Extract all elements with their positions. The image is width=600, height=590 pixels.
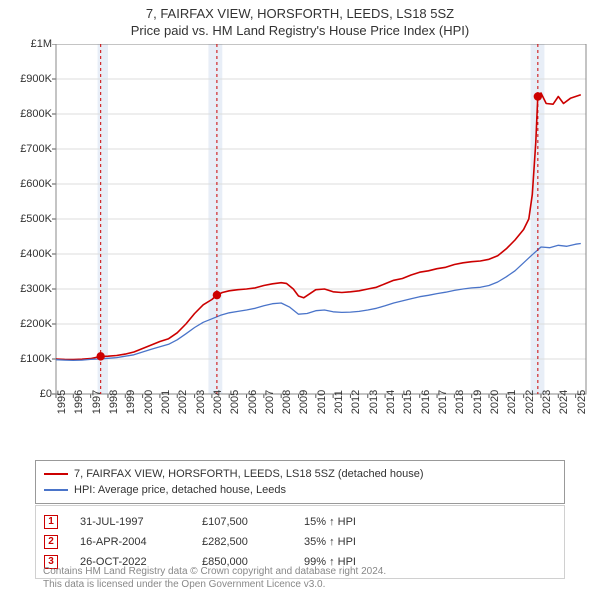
legend-label: HPI: Average price, detached house, Leed… (74, 482, 286, 498)
x-tick-label: 2025 (576, 390, 588, 414)
chart-area: 123 £0£100K£200K£300K£400K£500K£600K£700… (0, 44, 600, 450)
legend-item: 7, FAIRFAX VIEW, HORSFORTH, LEEDS, LS18 … (44, 466, 556, 482)
legend-box: 7, FAIRFAX VIEW, HORSFORTH, LEEDS, LS18 … (35, 460, 565, 504)
sale-marker-icon: 1 (44, 515, 58, 529)
legend-swatch (44, 473, 68, 475)
x-tick-label: 2015 (402, 390, 414, 414)
y-tick-label: £0 (40, 388, 52, 400)
x-tick-label: 1999 (125, 390, 137, 414)
sale-price: £107,500 (202, 512, 282, 532)
x-tick-label: 2017 (437, 390, 449, 414)
x-tick-label: 2024 (558, 390, 570, 414)
sale-price: £282,500 (202, 532, 282, 552)
legend-swatch (44, 489, 68, 491)
sale-marker-icon: 2 (44, 535, 58, 549)
x-tick-label: 2002 (177, 390, 189, 414)
x-tick-label: 2013 (368, 390, 380, 414)
x-tick-label: 2005 (229, 390, 241, 414)
x-tick-label: 2009 (298, 390, 310, 414)
x-tick-label: 1998 (108, 390, 120, 414)
x-tick-label: 2000 (143, 390, 155, 414)
x-tick-label: 1997 (91, 390, 103, 414)
x-tick-label: 2023 (541, 390, 553, 414)
x-tick-label: 2020 (489, 390, 501, 414)
footer-line2: This data is licensed under the Open Gov… (43, 578, 557, 590)
x-tick-label: 2018 (454, 390, 466, 414)
sale-date: 31-JUL-1997 (80, 512, 180, 532)
x-tick-label: 2022 (524, 390, 536, 414)
y-tick-label: £100K (20, 353, 52, 365)
sale-diff: 15% ↑ HPI (304, 512, 394, 532)
x-tick-label: 1995 (56, 390, 68, 414)
y-tick-label: £800K (20, 108, 52, 120)
sale-diff: 35% ↑ HPI (304, 532, 394, 552)
footer-line1: Contains HM Land Registry data © Crown c… (43, 565, 557, 578)
x-tick-label: 2021 (506, 390, 518, 414)
y-tick-label: £700K (20, 143, 52, 155)
x-tick-label: 2014 (385, 390, 397, 414)
chart-title-line2: Price paid vs. HM Land Registry's House … (0, 21, 600, 38)
x-tick-label: 2010 (316, 390, 328, 414)
y-tick-label: £300K (20, 283, 52, 295)
chart-title-line1: 7, FAIRFAX VIEW, HORSFORTH, LEEDS, LS18 … (0, 0, 600, 21)
x-tick-label: 2006 (247, 390, 259, 414)
x-tick-label: 2007 (264, 390, 276, 414)
y-tick-label: £900K (20, 73, 52, 85)
x-tick-label: 2011 (333, 390, 345, 414)
sale-row: 2 16-APR-2004 £282,500 35% ↑ HPI (44, 532, 556, 552)
legend-label: 7, FAIRFAX VIEW, HORSFORTH, LEEDS, LS18 … (74, 466, 424, 482)
y-tick-label: £600K (20, 178, 52, 190)
x-tick-label: 2004 (212, 390, 224, 414)
x-tick-label: 2008 (281, 390, 293, 414)
y-tick-label: £1M (31, 38, 52, 50)
x-tick-label: 2019 (472, 390, 484, 414)
y-tick-label: £200K (20, 318, 52, 330)
x-tick-label: 2001 (160, 390, 172, 414)
y-tick-label: £400K (20, 248, 52, 260)
footer-text: Contains HM Land Registry data © Crown c… (35, 561, 565, 590)
x-tick-label: 2012 (350, 390, 362, 414)
y-tick-label: £500K (20, 213, 52, 225)
sale-date: 16-APR-2004 (80, 532, 180, 552)
legend-item: HPI: Average price, detached house, Leed… (44, 482, 556, 498)
sale-row: 1 31-JUL-1997 £107,500 15% ↑ HPI (44, 512, 556, 532)
x-tick-label: 2016 (420, 390, 432, 414)
x-tick-label: 2003 (195, 390, 207, 414)
x-tick-label: 1996 (73, 390, 85, 414)
